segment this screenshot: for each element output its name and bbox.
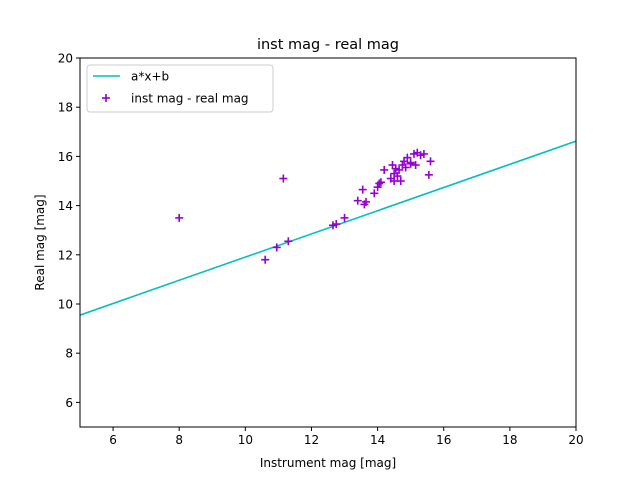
y-tick-label: 16 — [58, 150, 73, 164]
data-point — [395, 165, 404, 174]
data-point — [393, 172, 402, 181]
chart-title: inst mag - real mag — [257, 37, 399, 53]
x-tick-label: 6 — [109, 433, 117, 447]
data-point — [380, 165, 389, 174]
axis-ticks: 6 8 10 12 14 16 18 20 6 8 10 12 14 16 18 20 — [58, 52, 584, 448]
data-point — [376, 178, 385, 187]
data-point — [272, 243, 281, 252]
data-point — [396, 177, 405, 185]
y-tick-label: 14 — [58, 199, 73, 213]
y-tick-label: 20 — [58, 52, 73, 66]
legend: a*x+b inst mag - real mag — [86, 64, 274, 113]
data-point — [370, 189, 379, 198]
data-point — [353, 196, 362, 205]
data-point — [375, 179, 384, 188]
data-point — [340, 213, 349, 222]
x-tick-label: 12 — [304, 433, 319, 447]
data-point — [284, 237, 293, 246]
data-point — [261, 255, 270, 264]
data-point — [358, 185, 367, 194]
data-point — [426, 157, 435, 166]
axes-frame — [79, 57, 577, 428]
x-tick-label: 18 — [502, 433, 517, 447]
data-point — [373, 183, 382, 192]
y-tick-label: 8 — [65, 347, 73, 361]
legend-box — [86, 64, 274, 113]
fit-line — [80, 140, 576, 316]
data-point — [279, 174, 288, 183]
data-point — [332, 220, 341, 229]
legend-label: inst mag - real mag — [131, 92, 249, 106]
x-tick-label: 16 — [436, 433, 451, 447]
data-point — [406, 159, 415, 168]
data-point — [403, 153, 412, 162]
data-point — [424, 170, 433, 179]
data-point — [419, 149, 428, 158]
data-point — [401, 163, 410, 172]
data-point — [175, 213, 184, 222]
y-tick-label: 12 — [58, 248, 73, 262]
y-tick-label: 10 — [58, 298, 73, 312]
legend-marker-swatch — [102, 94, 110, 102]
y-axis-label: Real mag [mag] — [33, 194, 47, 290]
plot-area — [80, 140, 576, 316]
x-axis-label: Instrument mag [mag] — [260, 456, 396, 470]
x-tick-label: 20 — [568, 433, 583, 447]
legend-label: a*x+b — [131, 70, 169, 84]
y-tick-label: 18 — [58, 101, 73, 115]
x-tick-label: 8 — [175, 433, 183, 447]
x-tick-label: 14 — [370, 433, 385, 447]
data-point — [411, 161, 420, 170]
x-tick-label: 10 — [238, 433, 253, 447]
y-tick-label: 6 — [65, 396, 73, 410]
data-point — [360, 200, 369, 209]
